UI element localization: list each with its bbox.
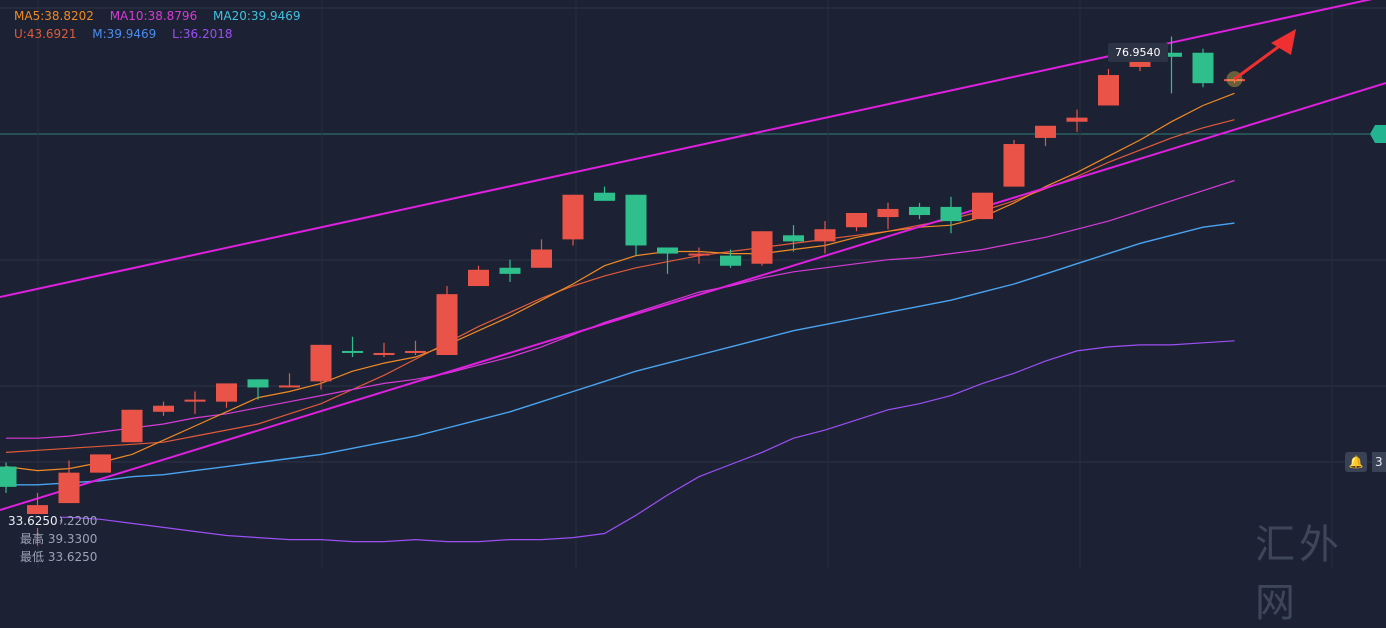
ohlc-high: 最高 39.3300 [20,532,98,546]
candle-body [468,269,489,287]
low-price-marker: 33.6250 [6,514,60,528]
current-price-tag[interactable] [1370,125,1386,143]
candle-body [373,352,395,355]
candlestick-chart [0,0,1386,568]
candle-body [90,454,111,473]
ma10-line [6,179,1235,439]
candle-body [310,344,332,382]
candle-body [562,194,584,240]
grid [0,0,1386,568]
channel-lower-line [0,82,1386,511]
high-price-tooltip: 76.9540 [1108,43,1168,62]
legend-mid: M:39.9469 [92,27,157,41]
candle-body [1224,79,1245,82]
candles [0,36,1245,546]
legend-row-ma: MA5:38.8202 MA10:38.8796 MA20:39.9469 [14,9,313,23]
ma20-line [6,222,1235,486]
candle-body [0,466,17,487]
candle-body [405,350,426,353]
candle-body [751,231,773,264]
channel-upper-line [0,0,1373,298]
candle-body [216,383,237,402]
candle-body [1192,52,1214,84]
candle-body [594,192,615,201]
candle-body [657,247,678,254]
arrow-head [1271,29,1296,55]
candle-body [846,213,867,228]
legend-upper: U:43.6921 [14,27,77,41]
candle-body [814,229,836,242]
candle-body [184,399,206,402]
candle-body [531,249,552,268]
candle-body [1098,75,1119,106]
candle-body [940,206,962,222]
legend-ma5: MA5:38.8202 [14,9,94,23]
candle-body [499,267,521,274]
price-axis-tag: 3 [1372,452,1386,472]
candle-body [625,194,647,246]
ohlc-low: 最低 33.6250 [20,550,98,564]
candle-body [972,192,993,220]
candle-body [1066,117,1088,122]
candle-body [247,379,269,388]
candle-body [909,206,930,216]
legend-row-boll: U:43.6921 M:39.9469 L:36.2018 [14,27,245,41]
arrow-shaft [1233,40,1286,81]
candle-body [279,385,300,388]
trend-arrow [1226,29,1296,88]
legend-lower: L:36.2018 [172,27,233,41]
lower-band-line [6,340,1235,543]
legend-ma10: MA10:38.8796 [109,9,198,23]
ma5-line [5,92,1235,472]
candle-body [342,350,363,353]
candle-body [1161,52,1182,57]
candle-body [1035,125,1056,138]
candle-body [720,255,741,266]
indicator-lines [5,92,1235,543]
candle-body [877,208,899,218]
candle-body [153,405,174,412]
candle-body [783,235,804,242]
legend-ma20: MA20:39.9469 [213,9,301,23]
candle-body [436,294,458,355]
candle-body [121,409,143,443]
watermark: 汇外网 [1255,522,1343,626]
candle-body [688,253,710,256]
upper-band-line [5,119,1235,453]
candle-body [1003,144,1025,187]
candle-body [58,472,80,504]
bell-icon[interactable]: 🔔 [1345,452,1367,472]
